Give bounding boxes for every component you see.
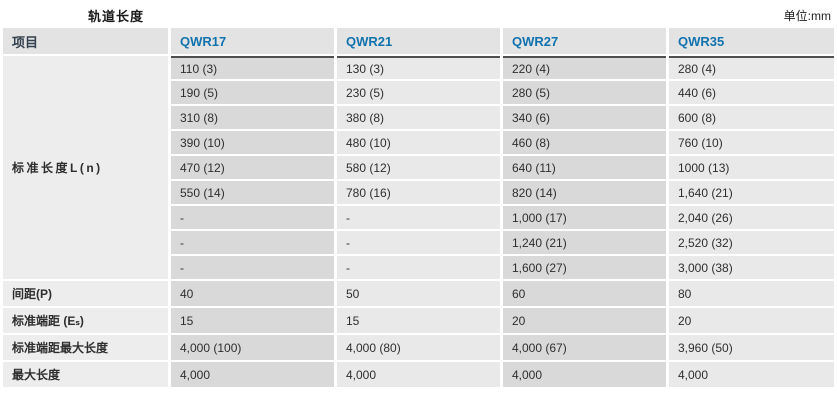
table-cell: -	[171, 256, 334, 279]
table-row: 标准长度L(n) 110 (3) 130 (3) 220 (4) 280 (4)	[3, 56, 834, 279]
table-cell: 310 (8)	[171, 106, 334, 129]
column-header-qwr21: QWR21	[337, 28, 500, 54]
table-cell: 4,000 (100)	[171, 335, 334, 360]
table-row: 标准端距 (Eₛ) 15 15 20 20	[3, 308, 834, 333]
table-row: - - 1,600 (27) 3,000 (38)	[3, 256, 834, 279]
table-cell: 470 (12)	[171, 156, 334, 179]
table-cell: 380 (8)	[337, 106, 500, 129]
table-cell: 280 (5)	[503, 81, 666, 104]
table-cell: -	[337, 231, 500, 254]
table-cell: 580 (12)	[337, 156, 500, 179]
table-cell: 60	[503, 281, 666, 306]
table-header-row: 项目 QWR17 QWR21 QWR27 QWR35	[3, 28, 834, 54]
table-cell: -	[171, 206, 334, 229]
table-cell: 480 (10)	[337, 131, 500, 154]
table-cell: 190 (5)	[171, 81, 334, 104]
table-cell: 3,000 (38)	[669, 256, 834, 279]
row-label-max-length: 最大长度	[3, 362, 168, 387]
column-header-qwr27: QWR27	[503, 28, 666, 54]
table-cell: 4,000 (67)	[503, 335, 666, 360]
table-cell: 1,640 (21)	[669, 181, 834, 204]
table-cell: 50	[337, 281, 500, 306]
spec-table: 项目 QWR17 QWR21 QWR27 QWR35 标准长度L(n) 110 …	[0, 26, 837, 389]
table-row: - - 1,000 (17) 2,040 (26)	[3, 206, 834, 229]
table-cell: 110 (3)	[171, 56, 334, 79]
column-header-qwr35: QWR35	[669, 28, 834, 54]
table-cell: 1,000 (17)	[503, 206, 666, 229]
table-cell: 1,240 (21)	[503, 231, 666, 254]
table-cell: 4,000	[171, 362, 334, 387]
table-cell: 2,520 (32)	[669, 231, 834, 254]
table-title: 轨道长度	[88, 9, 145, 24]
table-row: 390 (10) 480 (10) 460 (8) 760 (10)	[3, 131, 834, 154]
table-row: 470 (12) 580 (12) 640 (11) 1000 (13)	[3, 156, 834, 179]
table-cell: 220 (4)	[503, 56, 666, 79]
row-label-standard-length: 标准长度L(n)	[3, 56, 168, 279]
table-cell: 15	[171, 308, 334, 333]
column-header-qwr17: QWR17	[171, 28, 334, 54]
table-cell: -	[171, 231, 334, 254]
table-cell: 4,000	[503, 362, 666, 387]
table-cell: 2,040 (26)	[669, 206, 834, 229]
table-cell: -	[337, 206, 500, 229]
table-cell: 340 (6)	[503, 106, 666, 129]
table-row: 最大长度 4,000 4,000 4,000 4,000	[3, 362, 834, 387]
table-cell: 1,600 (27)	[503, 256, 666, 279]
table-row: 190 (5) 230 (5) 280 (5) 440 (6)	[3, 81, 834, 104]
table-cell: 3,960 (50)	[669, 335, 834, 360]
table-cell: 390 (10)	[171, 131, 334, 154]
title-bar: 轨道长度 单位:mm	[0, 0, 837, 26]
table-row: - - 1,240 (21) 2,520 (32)	[3, 231, 834, 254]
row-label-standard-end-distance: 标准端距 (Eₛ)	[3, 308, 168, 333]
table-cell: 80	[669, 281, 834, 306]
table-cell: 600 (8)	[669, 106, 834, 129]
table-cell: 20	[669, 308, 834, 333]
table-row: 标准端距最大长度 4,000 (100) 4,000 (80) 4,000 (6…	[3, 335, 834, 360]
table-cell: 440 (6)	[669, 81, 834, 104]
table-cell: 40	[171, 281, 334, 306]
table-cell: -	[337, 256, 500, 279]
table-cell: 550 (14)	[171, 181, 334, 204]
table-row: 310 (8) 380 (8) 340 (6) 600 (8)	[3, 106, 834, 129]
table-cell: 4,000 (80)	[337, 335, 500, 360]
table-cell: 130 (3)	[337, 56, 500, 79]
unit-label: 单位:mm	[783, 9, 831, 23]
table-cell: 230 (5)	[337, 81, 500, 104]
table-cell: 20	[503, 308, 666, 333]
table-cell: 4,000	[337, 362, 500, 387]
table-cell: 280 (4)	[669, 56, 834, 79]
table-cell: 640 (11)	[503, 156, 666, 179]
table-row: 550 (14) 780 (16) 820 (14) 1,640 (21)	[3, 181, 834, 204]
table-cell: 1000 (13)	[669, 156, 834, 179]
row-label-standard-end-max-length: 标准端距最大长度	[3, 335, 168, 360]
table-cell: 15	[337, 308, 500, 333]
table-row: 间距(P) 40 50 60 80	[3, 281, 834, 306]
table-cell: 460 (8)	[503, 131, 666, 154]
column-header-item: 项目	[3, 28, 168, 54]
row-label-pitch: 间距(P)	[3, 281, 168, 306]
table-cell: 780 (16)	[337, 181, 500, 204]
table-cell: 4,000	[669, 362, 834, 387]
table-cell: 820 (14)	[503, 181, 666, 204]
table-cell: 760 (10)	[669, 131, 834, 154]
